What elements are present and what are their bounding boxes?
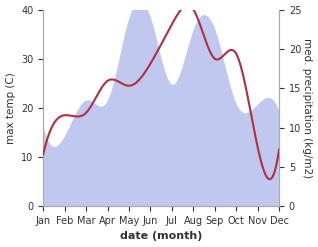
Y-axis label: med. precipitation (kg/m2): med. precipitation (kg/m2): [302, 38, 313, 178]
Y-axis label: max temp (C): max temp (C): [5, 72, 16, 144]
X-axis label: date (month): date (month): [120, 231, 202, 242]
